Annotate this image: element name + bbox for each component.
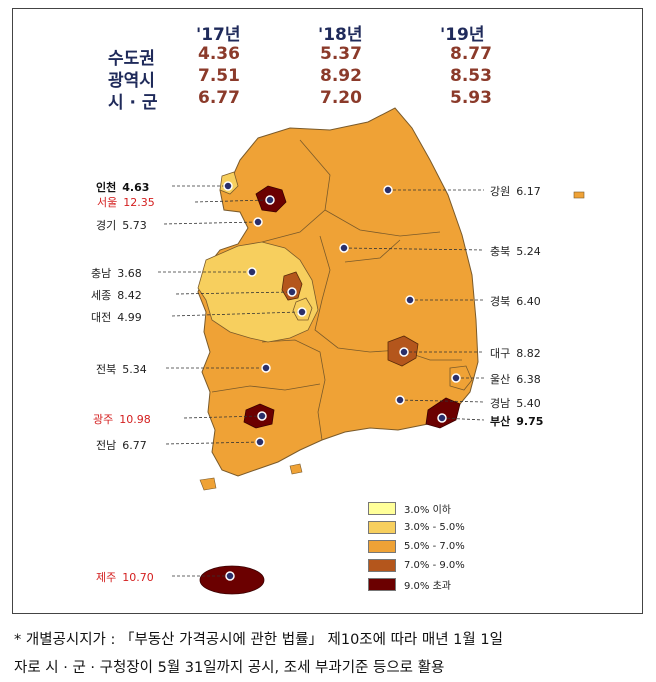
value-citycounty-2017: 6.77 bbox=[198, 88, 240, 108]
legend-item: 7.0% - 9.0% bbox=[368, 555, 465, 572]
region-label-gyeonggi: 경기 5.73 bbox=[96, 219, 147, 232]
row-label-city-county: 시 · 군 bbox=[108, 93, 158, 113]
region-label-daegu: 대구 8.82 bbox=[490, 347, 541, 360]
marker-jeju bbox=[225, 571, 235, 581]
region-label-jeonnam: 전남 6.77 bbox=[96, 439, 147, 452]
legend-swatch bbox=[368, 540, 396, 553]
region-label-jeju: 제주 10.70 bbox=[96, 571, 154, 584]
region-label-gwangju: 광주 10.98 bbox=[93, 413, 151, 426]
ulleung-island bbox=[573, 191, 585, 199]
region-label-ulsan: 울산 6.38 bbox=[490, 373, 541, 386]
marker-gangwon bbox=[383, 185, 393, 195]
legend-item: 3.0% - 5.0% bbox=[368, 517, 465, 534]
value-citycounty-2019: 5.93 bbox=[450, 88, 492, 108]
region-label-gyeongbuk: 경북 6.40 bbox=[490, 295, 541, 308]
footnote-line-1: * 개별공시지가 : 「부동산 가격공시에 관한 법률」 제10조에 따라 매년… bbox=[14, 632, 503, 648]
legend-swatch bbox=[368, 502, 396, 515]
year-header-2017: '17년 bbox=[196, 25, 241, 45]
marker-daejeon bbox=[297, 307, 307, 317]
legend-item: 9.0% 초과 bbox=[368, 574, 451, 592]
region-label-busan: 부산 9.75 bbox=[490, 415, 544, 428]
marker-jeonbuk bbox=[261, 363, 271, 373]
sejong-shape bbox=[281, 271, 303, 301]
marker-daegu bbox=[399, 347, 409, 357]
footnote-line-2: 자로 시 · 군 · 구청장이 5월 31일까지 공시, 조세 부과기준 등으로… bbox=[14, 660, 445, 676]
region-label-sejong: 세종 8.42 bbox=[91, 289, 142, 302]
row-label-capital: 수도권 bbox=[108, 49, 155, 69]
value-metro-2019: 8.53 bbox=[450, 66, 492, 86]
region-label-chungbuk: 충북 5.24 bbox=[490, 245, 541, 258]
marker-chungnam bbox=[247, 267, 257, 277]
legend-item: 5.0% - 7.0% bbox=[368, 536, 465, 553]
value-capital-2019: 8.77 bbox=[450, 44, 492, 64]
year-header-2018: '18년 bbox=[318, 25, 363, 45]
marker-gyeongbuk bbox=[405, 295, 415, 305]
region-label-jeonbuk: 전북 5.34 bbox=[96, 363, 147, 376]
year-header-2019: '19년 bbox=[440, 25, 485, 45]
legend-swatch bbox=[368, 559, 396, 572]
value-citycounty-2018: 7.20 bbox=[320, 88, 362, 108]
marker-incheon bbox=[223, 181, 233, 191]
legend-swatch bbox=[368, 521, 396, 534]
region-label-gyeongnam: 경남 5.40 bbox=[490, 397, 541, 410]
marker-gyeonggi bbox=[253, 217, 263, 227]
marker-gyeongnam bbox=[395, 395, 405, 405]
value-metro-2018: 8.92 bbox=[320, 66, 362, 86]
region-label-daejeon: 대전 4.99 bbox=[91, 311, 142, 324]
marker-gwangju bbox=[257, 411, 267, 421]
region-label-incheon: 인천 4.63 bbox=[96, 181, 150, 194]
region-label-chungnam: 충남 3.68 bbox=[91, 267, 142, 280]
marker-jeonnam bbox=[255, 437, 265, 447]
marker-busan bbox=[437, 413, 447, 423]
busan-shape bbox=[425, 397, 461, 429]
marker-seoul bbox=[265, 195, 275, 205]
region-label-seoul: 서울 12.35 bbox=[97, 196, 155, 209]
legend-item: 3.0% 이하 bbox=[368, 498, 451, 516]
marker-chungbuk bbox=[339, 243, 349, 253]
marker-sejong bbox=[287, 287, 297, 297]
legend-swatch bbox=[368, 578, 396, 591]
value-metro-2017: 7.51 bbox=[198, 66, 240, 86]
chungnam-shape bbox=[197, 241, 319, 343]
row-label-metro: 광역시 bbox=[108, 71, 155, 91]
region-label-gangwon: 강원 6.17 bbox=[490, 185, 541, 198]
value-capital-2018: 5.37 bbox=[320, 44, 362, 64]
marker-ulsan bbox=[451, 373, 461, 383]
value-capital-2017: 4.36 bbox=[198, 44, 240, 64]
